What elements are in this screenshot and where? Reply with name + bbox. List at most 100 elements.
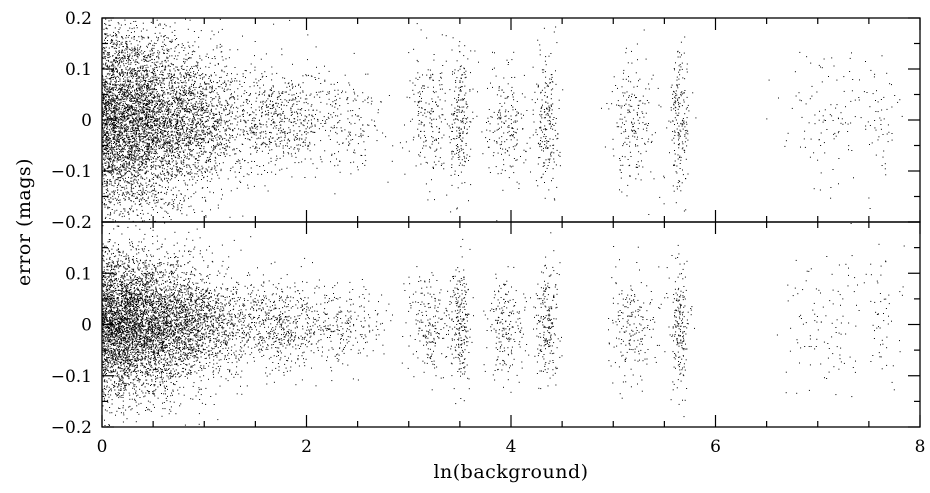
data-point <box>141 164 143 166</box>
data-point <box>128 163 130 165</box>
data-point <box>187 141 189 143</box>
data-point <box>187 189 189 191</box>
data-point <box>134 36 135 37</box>
data-point <box>152 158 154 160</box>
data-point <box>112 78 114 80</box>
data-point <box>204 94 206 96</box>
data-point <box>190 57 192 59</box>
data-point <box>206 175 208 177</box>
data-point <box>124 172 126 174</box>
data-point <box>122 97 123 99</box>
data-point <box>185 90 187 92</box>
data-point <box>125 128 127 130</box>
data-point <box>102 63 104 65</box>
data-point <box>141 125 143 127</box>
data-point <box>164 35 166 36</box>
data-point <box>176 38 178 39</box>
data-point <box>122 149 124 151</box>
data-point <box>146 185 148 187</box>
data-point <box>130 190 132 192</box>
data-point <box>143 93 145 95</box>
data-point <box>164 192 166 194</box>
data-point <box>128 126 130 128</box>
data-point <box>188 158 190 159</box>
data-point <box>186 156 188 158</box>
data-point <box>130 189 132 191</box>
data-point <box>104 113 106 115</box>
data-point <box>185 73 187 75</box>
data-point <box>173 74 175 76</box>
data-point <box>175 97 177 99</box>
data-point <box>154 89 156 91</box>
data-point <box>178 137 179 139</box>
data-point <box>192 138 193 140</box>
data-point <box>103 134 105 136</box>
data-point <box>169 105 171 107</box>
data-point <box>115 98 117 100</box>
data-point <box>156 175 158 177</box>
data-point <box>118 41 120 42</box>
data-point <box>144 151 146 153</box>
data-point <box>171 204 173 205</box>
data-point <box>116 87 118 89</box>
data-point <box>145 114 147 116</box>
data-point <box>160 103 162 105</box>
data-point <box>151 110 153 112</box>
data-point <box>260 126 262 128</box>
data-point <box>155 102 157 104</box>
data-point <box>113 60 115 61</box>
data-point <box>161 130 163 132</box>
data-point <box>104 168 106 170</box>
data-point <box>177 142 179 144</box>
data-point <box>108 103 110 105</box>
data-point <box>123 113 125 115</box>
data-point <box>205 142 207 144</box>
data-point <box>175 143 177 145</box>
data-point <box>140 198 142 200</box>
data-point <box>153 91 155 93</box>
data-point <box>215 96 217 98</box>
data-point <box>112 88 114 90</box>
data-point <box>143 93 145 94</box>
data-point <box>229 97 231 99</box>
data-point <box>224 133 226 135</box>
data-point <box>145 99 147 101</box>
data-point <box>117 100 119 102</box>
data-point <box>155 143 157 145</box>
data-point <box>214 166 216 168</box>
data-point <box>109 106 111 108</box>
data-point <box>211 87 213 89</box>
data-point <box>203 177 205 179</box>
data-point <box>106 131 108 133</box>
data-point <box>131 167 133 169</box>
data-point <box>118 149 120 150</box>
data-point <box>151 119 153 121</box>
data-point <box>145 118 147 119</box>
data-point <box>160 71 162 73</box>
data-point <box>126 171 128 172</box>
data-point <box>104 33 106 35</box>
data-point <box>122 72 124 74</box>
data-point <box>143 70 145 72</box>
data-point <box>102 57 104 59</box>
data-point <box>218 154 220 156</box>
data-point <box>207 112 209 113</box>
data-point <box>214 160 216 162</box>
data-point <box>156 197 158 198</box>
data-point <box>230 97 232 99</box>
data-point <box>153 110 155 112</box>
data-point <box>152 44 154 46</box>
data-point <box>168 64 170 66</box>
data-point <box>153 74 155 76</box>
data-point <box>155 120 157 122</box>
data-point <box>214 58 216 60</box>
data-point <box>113 71 115 73</box>
data-point <box>128 140 130 142</box>
data-point <box>156 119 158 121</box>
data-point <box>109 102 111 104</box>
data-point <box>143 110 145 112</box>
data-point <box>107 131 109 133</box>
data-point <box>112 63 114 65</box>
data-point <box>200 121 202 123</box>
data-point <box>103 67 105 69</box>
